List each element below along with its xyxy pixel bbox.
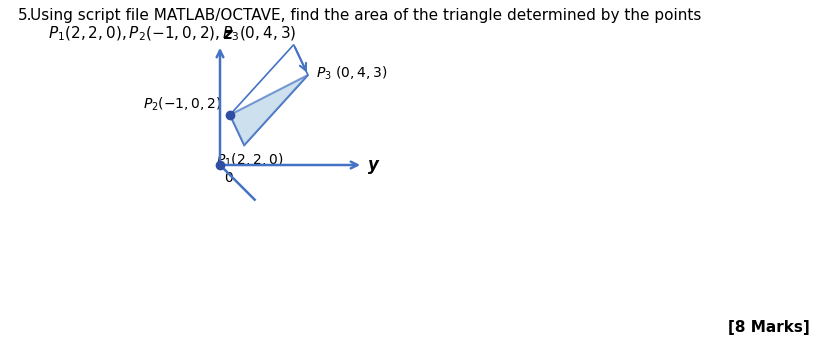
Text: $P_2(-1,0,2)$: $P_2(-1,0,2)$ (143, 96, 222, 113)
Text: 5.: 5. (18, 8, 32, 23)
Text: $P_1(2,2,0), P_2(-1,0,2), P_3(0,4,3)$: $P_1(2,2,0), P_2(-1,0,2), P_3(0,4,3)$ (48, 25, 296, 43)
Text: $P_1(2,2,0)$: $P_1(2,2,0)$ (215, 151, 283, 169)
Polygon shape (230, 75, 308, 145)
Text: Using script file MATLAB/OCTAVE, find the area of the triangle determined by the: Using script file MATLAB/OCTAVE, find th… (30, 8, 700, 23)
Text: z: z (222, 27, 232, 42)
Text: y: y (367, 156, 379, 174)
Text: 0: 0 (224, 171, 232, 185)
Text: $P_3\ (0,4,3)$: $P_3\ (0,4,3)$ (316, 64, 387, 82)
Text: [8 Marks]: [8 Marks] (728, 320, 809, 335)
